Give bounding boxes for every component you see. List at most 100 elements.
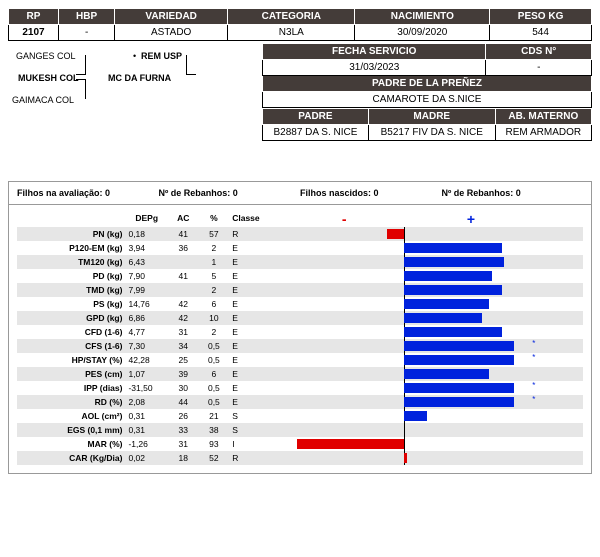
chart-header: - + [279, 211, 529, 225]
header-table: RPHBPVARIEDADCATEGORIANACIMIENTOPESO KG … [8, 8, 592, 41]
trait-chart [276, 255, 583, 269]
trait-depg: 0,31 [125, 409, 167, 423]
trait-label: IPP (dias) [17, 381, 125, 395]
bar [404, 411, 427, 421]
sum-d: Nº de Rebanhos: 0 [442, 188, 521, 198]
pedigree-diagram: GANGES COL MUKESH COL GAIMACA COL • REM … [8, 43, 262, 163]
trait-row: HP/STAY (%)42,28250,5E* [17, 353, 583, 367]
trait-classe: E [229, 297, 276, 311]
par-val-0: B2887 DA S. NICE [263, 125, 369, 141]
trait-row: RD (%)2,08440,5E* [17, 395, 583, 409]
parents-table: PADREMADREAB. MATERNO B2887 DA S. NICEB5… [262, 108, 592, 141]
trait-pct: 2 [199, 325, 230, 339]
trait-row: EGS (0,1 mm)0,313338S [17, 423, 583, 437]
trait-chart [276, 325, 583, 339]
val-cds: - [486, 60, 592, 76]
trait-pct: 10 [199, 311, 230, 325]
trait-table: DEPg AC % Classe - + PN (kg)0,184157RP12… [17, 209, 583, 465]
trait-classe: E [229, 283, 276, 297]
trait-label: EGS (0,1 mm) [17, 423, 125, 437]
par-val-2: REM ARMADOR [495, 125, 591, 141]
trait-ac: 41 [168, 227, 199, 241]
dam-sire-prefix: • [133, 51, 136, 61]
trait-classe: E [229, 339, 276, 353]
trait-row: CFD (1-6)4,77312E [17, 325, 583, 339]
trait-chart [276, 311, 583, 325]
sire-dam: GAIMACA COL [12, 95, 74, 105]
trait-row: PD (kg)7,90415E [17, 269, 583, 283]
bar [404, 355, 514, 365]
trait-label: CFD (1-6) [17, 325, 125, 339]
trait-classe: S [229, 423, 276, 437]
trait-ac: 33 [168, 423, 199, 437]
trait-chart: * [276, 353, 583, 367]
minus-icon: - [342, 211, 347, 227]
trait-classe: E [229, 353, 276, 367]
trait-row: IPP (dias)-31,50300,5E* [17, 381, 583, 395]
trait-chart [276, 297, 583, 311]
trait-ac: 31 [168, 437, 199, 451]
trait-classe: E [229, 241, 276, 255]
bar [404, 383, 514, 393]
bar [404, 271, 492, 281]
trait-depg: -1,26 [125, 437, 167, 451]
trait-row: TM120 (kg)6,431E [17, 255, 583, 269]
val-preg: CAMAROTE DA S.NICE [263, 92, 592, 108]
trait-pct: 38 [199, 423, 230, 437]
hdr-hbp: HBP [59, 9, 115, 25]
trait-depg: 14,76 [125, 297, 167, 311]
trait-depg: 42,28 [125, 353, 167, 367]
trait-pct: 0,5 [199, 339, 230, 353]
trait-chart [276, 269, 583, 283]
trait-classe: R [229, 451, 276, 465]
trait-depg: 6,86 [125, 311, 167, 325]
bar [404, 327, 502, 337]
trait-depg: 6,43 [125, 255, 167, 269]
col-pct: % [199, 209, 230, 227]
hdr-rp: RP [9, 9, 59, 25]
trait-label: PES (cm) [17, 367, 125, 381]
trait-classe: E [229, 255, 276, 269]
sire-sire: GANGES COL [16, 51, 76, 61]
bar [404, 397, 514, 407]
bar [404, 453, 407, 463]
trait-depg: 1,07 [125, 367, 167, 381]
trait-pct: 21 [199, 409, 230, 423]
trait-label: RD (%) [17, 395, 125, 409]
dam: MC DA FURNA [108, 73, 171, 83]
par-hdr-2: AB. MATERNO [495, 109, 591, 125]
trait-row: PN (kg)0,184157R [17, 227, 583, 241]
bar [404, 243, 502, 253]
trait-ac: 26 [168, 409, 199, 423]
trait-ac [168, 283, 199, 297]
trait-ac: 36 [168, 241, 199, 255]
bar [387, 229, 405, 239]
sum-b: Nº de Rebanhos: 0 [159, 188, 238, 198]
val-fecha: 31/03/2023 [263, 60, 486, 76]
trait-label: PS (kg) [17, 297, 125, 311]
trait-row: MAR (%)-1,263193I [17, 437, 583, 451]
trait-classe: E [229, 325, 276, 339]
trait-classe: E [229, 311, 276, 325]
hdr-fecha: FECHA SERVICIO [263, 44, 486, 60]
dam-sire: REM USP [141, 51, 182, 61]
trait-pct: 0,5 [199, 381, 230, 395]
par-hdr-1: MADRE [368, 109, 495, 125]
trait-ac: 34 [168, 339, 199, 353]
trait-label: GPD (kg) [17, 311, 125, 325]
trait-chart: * [276, 381, 583, 395]
trait-label: TM120 (kg) [17, 255, 125, 269]
trait-row: TMD (kg)7,992E [17, 283, 583, 297]
bar [404, 313, 482, 323]
sum-c: Filhos nascidos: 0 [300, 188, 379, 198]
trait-pct: 2 [199, 241, 230, 255]
val-peso kg: 544 [490, 25, 592, 41]
trait-label: HP/STAY (%) [17, 353, 125, 367]
trait-pct: 2 [199, 283, 230, 297]
trait-pct: 93 [199, 437, 230, 451]
trait-label: PD (kg) [17, 269, 125, 283]
trait-label: TMD (kg) [17, 283, 125, 297]
evaluation-panel: Filhos na avaliação: 0 Nº de Rebanhos: 0… [8, 181, 592, 474]
star-icon: * [532, 339, 535, 348]
trait-classe: R [229, 227, 276, 241]
